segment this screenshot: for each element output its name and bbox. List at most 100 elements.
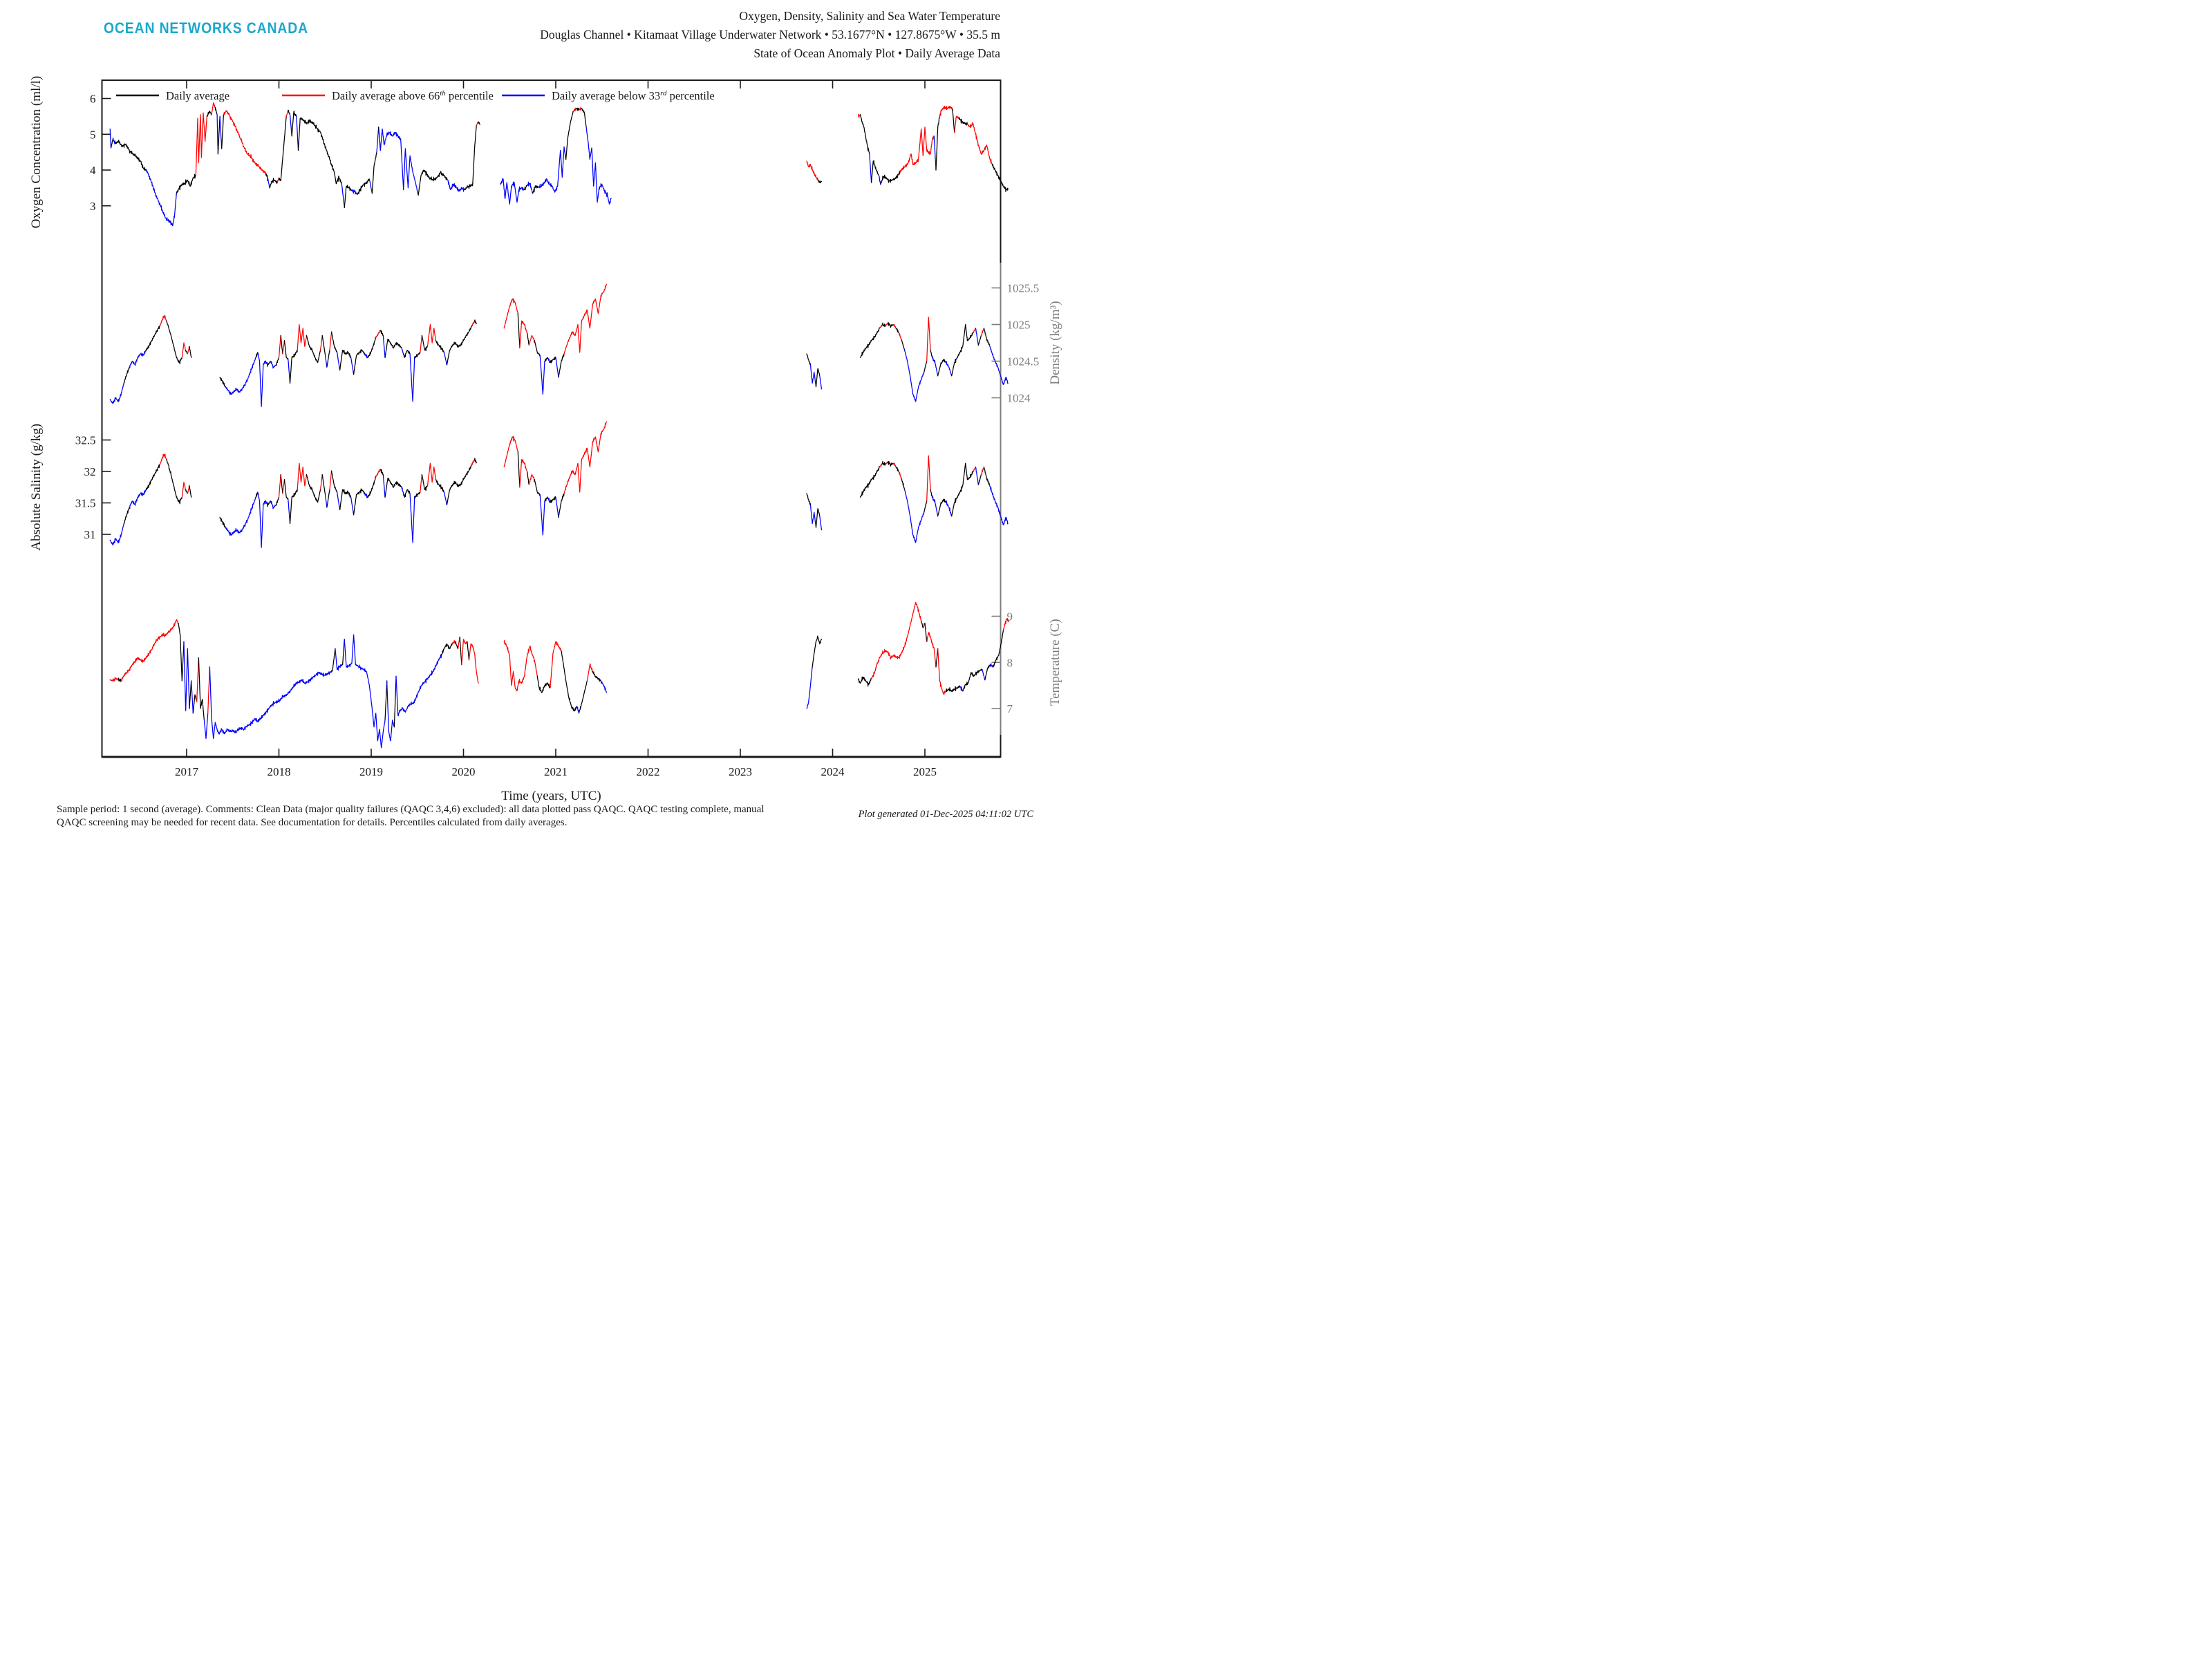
series-path (959, 686, 964, 692)
series-path (386, 680, 395, 742)
series-path (958, 118, 968, 126)
series-path (321, 474, 326, 494)
plot-box (101, 79, 1002, 758)
series-path (887, 322, 894, 328)
x-axis-label: Time (years, UTC) (501, 789, 601, 803)
series-salinity (109, 421, 1009, 548)
legend: Daily average Daily average above 66th pe… (116, 89, 715, 102)
series-path (980, 328, 985, 337)
series-path (555, 496, 559, 518)
series-path (289, 114, 292, 137)
series-path (330, 470, 338, 493)
series-path (937, 648, 947, 695)
series-path (165, 320, 182, 364)
series-path (185, 349, 188, 355)
series-path (809, 504, 817, 528)
series-path (870, 160, 879, 183)
series-path (339, 349, 352, 371)
series-path (269, 178, 278, 189)
series-path (145, 169, 177, 227)
series-path (267, 360, 272, 366)
x-axis: 2017 2018 2019 2020 2021 2022 2023 2024 2025 Time… (175, 80, 937, 803)
series-path (330, 331, 338, 353)
y-tick-label-oxygen: 3 (90, 200, 96, 213)
series-path (401, 487, 405, 498)
series-path (503, 435, 518, 468)
series-path (275, 357, 280, 366)
qaqc-caption-line2: QAQC screening may be needed for recent … (57, 817, 568, 829)
series-path (547, 496, 551, 503)
series-path (364, 493, 368, 498)
series-path (270, 500, 277, 509)
series-path (288, 359, 291, 384)
series-path (901, 479, 906, 491)
series-path (903, 349, 925, 402)
series-path (280, 474, 283, 494)
series-path (257, 491, 269, 548)
series-path (344, 185, 353, 208)
series-path (420, 335, 423, 353)
series-path (159, 453, 167, 465)
series-path (952, 109, 955, 133)
series-path (975, 466, 980, 485)
series-path (267, 178, 270, 189)
series-path (881, 460, 886, 466)
series-path (563, 283, 608, 355)
series-path (536, 675, 551, 693)
series-path (503, 298, 518, 329)
series-path (869, 153, 872, 183)
series-path (937, 498, 947, 517)
series-path (185, 489, 188, 494)
x-tick-label: 2022 (637, 765, 660, 778)
series-path (858, 113, 861, 118)
series-path (435, 479, 445, 493)
ocean-networks-canada-logo: OCEAN NETWORKS CANADA (104, 19, 308, 37)
x-tick-label: 2021 (544, 765, 568, 778)
series-path (404, 489, 411, 498)
series-path (870, 601, 922, 679)
series-path (878, 175, 881, 185)
plot-title-block: Oxygen, Density, Salinity and Sea Water … (540, 7, 1000, 63)
series-path (195, 112, 208, 176)
series-path (812, 635, 823, 668)
series-path (440, 642, 453, 656)
series-path (109, 128, 112, 149)
series-path (879, 324, 883, 329)
series-path (384, 680, 388, 721)
series-path (395, 654, 442, 717)
series-path (178, 622, 185, 682)
series-path (946, 500, 953, 517)
series-path (558, 353, 565, 378)
series-path (409, 353, 415, 402)
series-path (954, 115, 960, 133)
series-path (532, 185, 539, 194)
legend-label: Daily average above 66th percentile (332, 89, 494, 102)
series-path (858, 676, 872, 687)
series-path (806, 493, 812, 505)
series-path (223, 110, 267, 176)
series-path (209, 666, 333, 740)
series-path (288, 499, 291, 525)
series-path (357, 178, 370, 195)
series-path (887, 460, 894, 467)
series-path (129, 489, 147, 509)
series-path (376, 126, 379, 153)
series-path (503, 639, 538, 692)
series-path (326, 349, 330, 368)
series-path (353, 348, 366, 375)
series-path (319, 335, 323, 351)
series-path (329, 331, 332, 351)
series-path (585, 126, 612, 205)
series-path (332, 648, 336, 671)
series-path (534, 340, 541, 357)
series-path (203, 713, 209, 740)
series-path (401, 347, 405, 358)
series-path (539, 494, 545, 536)
series-path (972, 466, 977, 473)
series-path (339, 489, 352, 511)
series-path (378, 126, 381, 151)
y-tick-label-density: 1024.5 (1007, 355, 1040, 368)
series-path (447, 179, 465, 192)
series-path (427, 324, 437, 347)
series-path (219, 377, 226, 388)
